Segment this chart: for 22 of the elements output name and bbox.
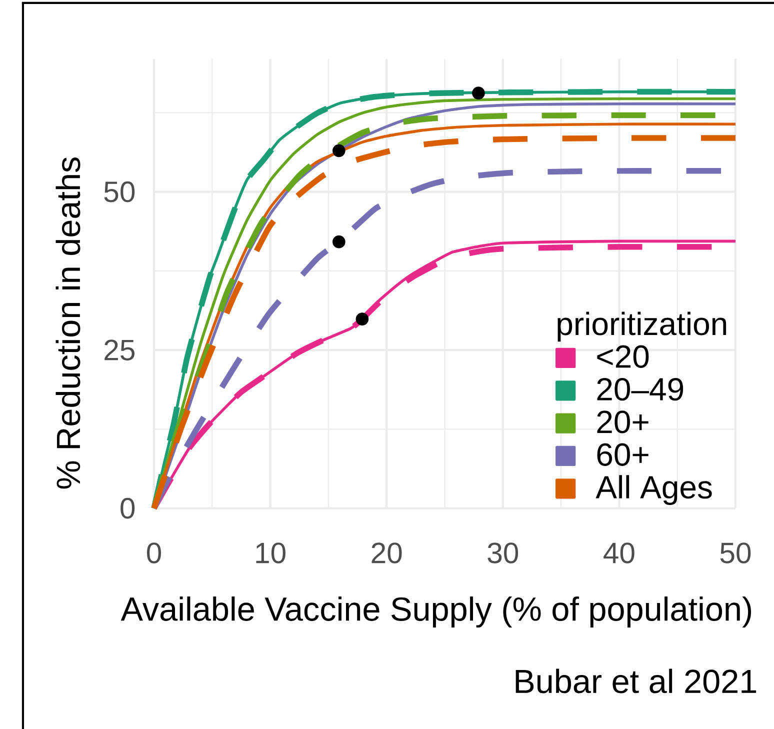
point xyxy=(356,312,369,326)
legend-title: prioritization xyxy=(558,312,726,342)
legend-label: 20–49 xyxy=(597,378,684,401)
x-axis-title: Available Vaccine Supply (% of population) xyxy=(120,596,752,628)
y-tick-label: 0 xyxy=(120,498,135,519)
y-tick-label: 25 xyxy=(104,340,134,360)
x-tick-label: 50 xyxy=(720,542,751,564)
x-tick-label: 30 xyxy=(488,542,518,564)
legend-label: All Ages xyxy=(596,475,712,505)
point xyxy=(472,86,485,100)
point xyxy=(332,144,346,158)
text: Bubar et al 2021 xyxy=(516,668,756,694)
x-tick-label: 40 xyxy=(604,542,634,564)
point xyxy=(332,235,346,248)
y-axis-title: % Reduction in deaths xyxy=(56,158,80,489)
legend-label: <20 xyxy=(597,345,649,368)
legend-label: 20+ xyxy=(597,410,648,434)
x-tick-label: 10 xyxy=(256,542,286,564)
x-tick-label: 20 xyxy=(372,542,402,564)
legend-label: 60+ xyxy=(597,443,648,466)
x-tick-label: 0 xyxy=(146,542,162,564)
y-tick-label: 50 xyxy=(104,181,135,202)
